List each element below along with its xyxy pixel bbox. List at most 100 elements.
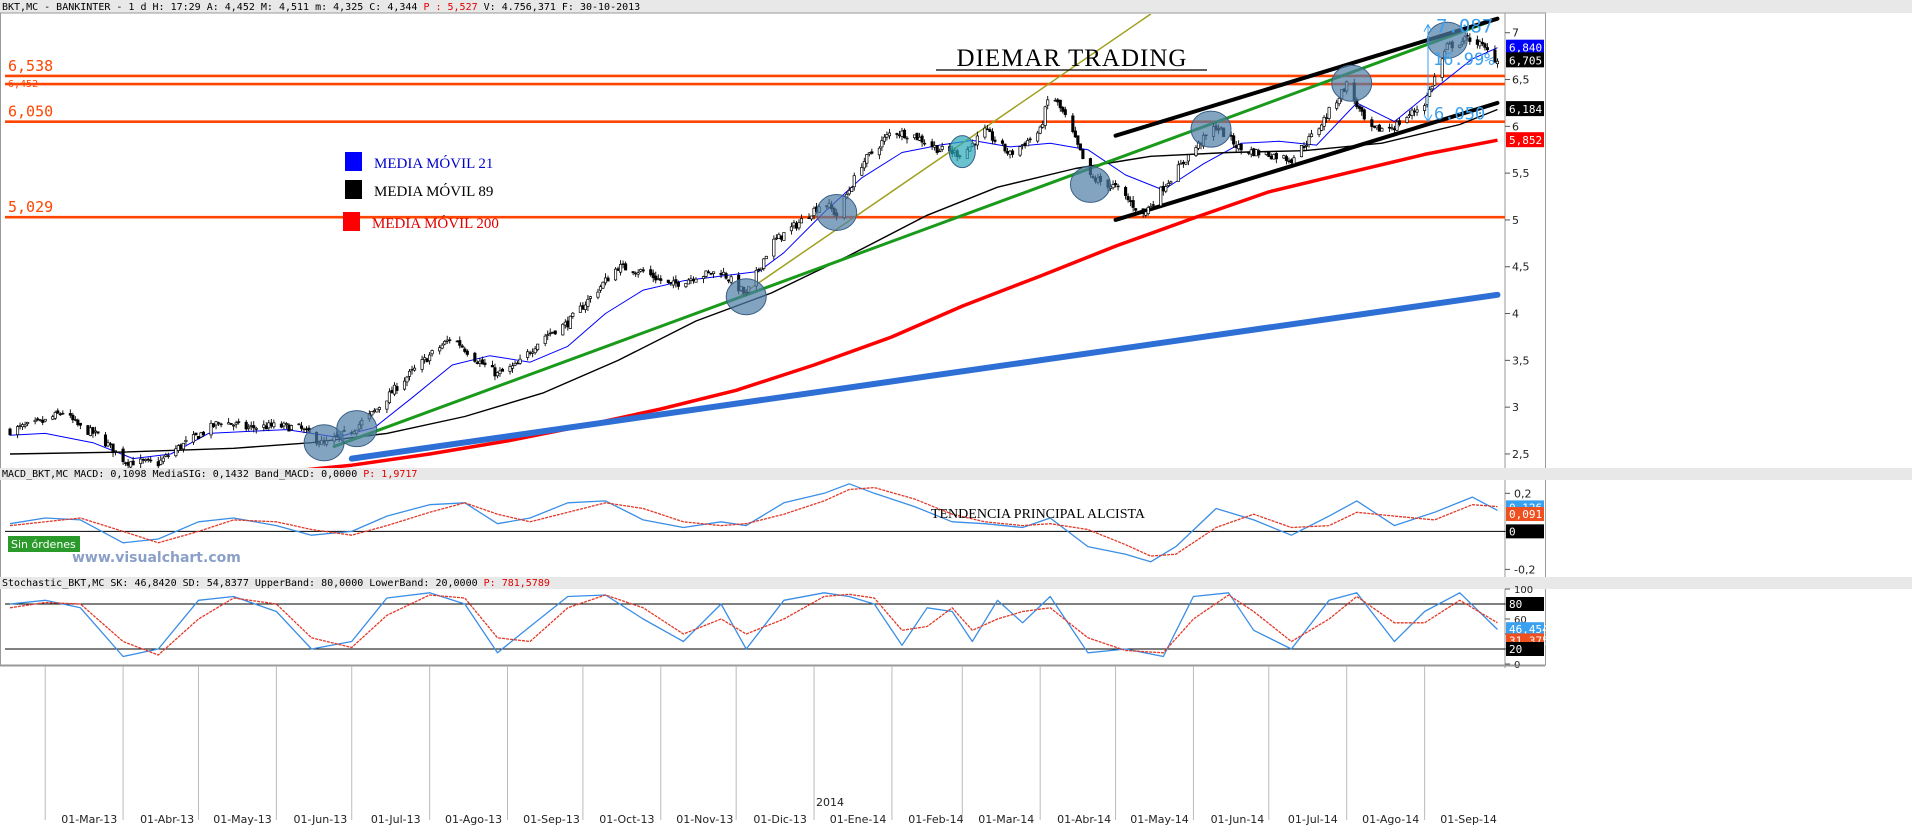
y-tick-label: 3,5	[1512, 354, 1530, 367]
candle-body	[287, 424, 291, 432]
candle	[543, 333, 547, 347]
macd-header-p: P: 1,9717	[363, 469, 417, 480]
candle-body	[141, 459, 145, 461]
candle-body	[252, 425, 256, 429]
candle	[387, 388, 391, 405]
price-panel[interactable]: 2,5 3 3,5 4 4,5 5 5,5 6 6,5 7 6,538 6,452 6,050 5,029…	[5, 14, 1544, 473]
candle-body	[1304, 144, 1309, 147]
candle	[762, 258, 766, 271]
candle-body	[146, 458, 150, 461]
ma-line-3	[305, 138, 1498, 468]
candle	[1010, 148, 1015, 158]
candle-body	[1249, 149, 1253, 155]
candle	[983, 124, 987, 140]
candle	[812, 206, 816, 220]
legend-swatch-2	[345, 180, 362, 199]
x-axis: 01-Mar-13 01-Abr-13 01-May-13 01-Jun-13 01-J…	[0, 665, 1545, 826]
candle	[430, 349, 434, 357]
badge-label: Sin órdenes	[11, 538, 76, 551]
price-header-p: P : 5,527	[423, 2, 477, 13]
y-tick-label: 4,5	[1512, 261, 1530, 274]
candle-body	[131, 460, 135, 466]
candle-body	[583, 304, 587, 311]
candle-body	[621, 263, 625, 265]
candle	[1480, 38, 1484, 47]
candle-body	[111, 443, 115, 454]
candle-body	[1372, 125, 1376, 128]
candle-body	[807, 217, 811, 219]
candle	[1309, 129, 1314, 138]
candle-body	[194, 432, 198, 436]
candle-body	[789, 226, 793, 232]
candle-body	[73, 419, 77, 421]
candle-body	[184, 439, 188, 443]
candle-body	[528, 352, 532, 354]
stoch-tag-bg-0	[1506, 597, 1544, 611]
candle	[1058, 99, 1062, 112]
price-header-tail: V: 4.756,371 F: 30-10-2013	[478, 2, 641, 13]
candle-body	[1289, 159, 1293, 163]
candle	[797, 219, 801, 231]
candle	[1495, 58, 1500, 68]
candle	[636, 269, 640, 278]
candle-body	[103, 434, 108, 447]
candle-body	[669, 281, 673, 284]
candle-body	[912, 134, 917, 139]
y-tick-label: 6	[1512, 120, 1519, 133]
candle	[847, 186, 851, 196]
candle-body	[402, 380, 407, 390]
candle-body	[1440, 58, 1444, 78]
candle	[1337, 96, 1341, 107]
candle	[299, 421, 304, 432]
candle-body	[106, 442, 110, 447]
candle	[254, 426, 258, 434]
candle-body	[1010, 150, 1015, 155]
candle-body	[624, 263, 628, 271]
candle-body	[634, 272, 638, 275]
stoch-header-bar	[0, 577, 1912, 589]
candle-body	[1410, 109, 1414, 116]
candle-body	[495, 372, 500, 377]
price-tag-label-3: 5,852	[1509, 134, 1542, 147]
candle-body	[1397, 120, 1402, 125]
candle	[460, 344, 464, 348]
level-label-3: 5,029	[8, 198, 53, 216]
candle-body	[701, 276, 706, 279]
candle-body	[905, 137, 909, 140]
candle	[425, 357, 429, 363]
candle	[284, 422, 288, 429]
candle-body	[21, 424, 25, 428]
candle-body	[214, 421, 218, 426]
candle-body	[1407, 114, 1412, 117]
candle-body	[588, 296, 592, 299]
candle	[174, 445, 178, 458]
candle-body	[211, 423, 216, 428]
candle	[1046, 95, 1050, 110]
candle-body	[614, 268, 618, 281]
candle-body	[425, 358, 429, 363]
candle	[782, 232, 786, 241]
macd-y-tick-label: 0,2	[1514, 487, 1532, 500]
candle-body	[774, 237, 778, 240]
candle	[880, 136, 884, 151]
candle	[385, 400, 389, 414]
candle-body	[1058, 99, 1062, 109]
candle-body	[792, 222, 796, 227]
candle	[483, 358, 487, 368]
candle-body	[1151, 204, 1155, 206]
candle-body	[877, 147, 881, 156]
candle-body	[1380, 128, 1384, 132]
candle-body	[159, 459, 163, 465]
candle-body	[234, 422, 238, 425]
candle	[443, 340, 447, 346]
candle-body	[923, 142, 927, 145]
x-tick-label: 01-Sep-13	[523, 813, 580, 826]
candle	[16, 425, 20, 439]
candle	[498, 367, 502, 377]
candle	[1377, 123, 1381, 132]
candle	[546, 330, 550, 341]
candle-body	[1023, 142, 1027, 147]
price-header-text: BKT,MC - BANKINTER - 1 d H: 17:29 A: 4,4…	[2, 2, 640, 13]
